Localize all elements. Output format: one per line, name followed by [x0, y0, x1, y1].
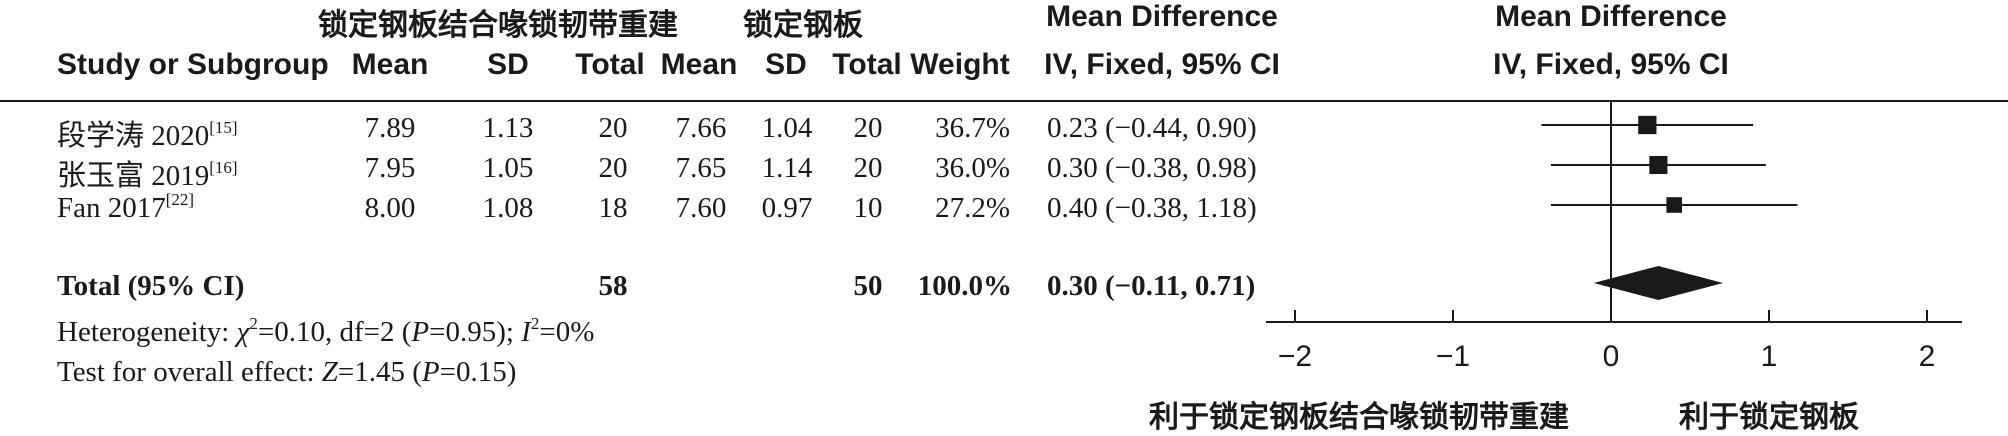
study-mean2: 7.66 — [675, 112, 727, 144]
sd1-header: SD — [487, 48, 529, 81]
x-tick-label: −2 — [1278, 340, 1312, 373]
study-total1: 18 — [598, 192, 628, 224]
group1-title: 锁定钢板结合喙锁韧带重建 — [318, 9, 678, 42]
study-effect-square — [1649, 155, 1668, 175]
header-rule — [0, 100, 2008, 102]
total-label: Total (95% CI) — [57, 270, 245, 302]
study-total1: 20 — [598, 112, 628, 144]
mean2-header: Mean — [660, 48, 738, 81]
x-tick-label: −1 — [1436, 340, 1470, 373]
overall-effect-stat: Test for overall effect: Z=1.45 (P=0.15) — [57, 356, 517, 388]
weight-header: Weight — [910, 48, 1010, 81]
study-name: Fan 2017[22] — [57, 190, 195, 224]
x-tick-label: 2 — [1919, 340, 1936, 373]
study-sd1: 1.05 — [482, 152, 534, 184]
favours-right-label: 利于锁定钢板 — [1679, 401, 1859, 434]
x-tick-label: 0 — [1603, 340, 1620, 373]
total-n1: 58 — [598, 270, 628, 302]
plot-method-header: IV, Fixed, 95% CI — [1493, 48, 1729, 81]
study-column-header: Study or Subgroup — [57, 48, 329, 81]
study-sd2: 1.04 — [761, 112, 813, 144]
total-ci: 0.30 (−0.11, 0.71) — [1047, 270, 1256, 302]
mean1-header: Mean — [351, 48, 429, 81]
study-ci: 0.40 (−0.38, 1.18) — [1047, 192, 1257, 224]
study-total2: 10 — [853, 192, 883, 224]
study-effect-square — [1638, 115, 1657, 135]
x-tick-label: 1 — [1761, 340, 1778, 373]
study-sd1: 1.13 — [482, 112, 534, 144]
pooled-effect-diamond — [1593, 266, 1724, 300]
study-ci: 0.30 (−0.38, 0.98) — [1047, 152, 1257, 184]
study-sd2: 1.14 — [761, 152, 813, 184]
study-weight: 27.2% — [935, 192, 1010, 224]
group2-title: 锁定钢板 — [743, 9, 863, 42]
plot-title: Mean Difference — [1495, 0, 1727, 33]
study-mean1: 7.89 — [364, 112, 416, 144]
study-total2: 20 — [853, 152, 883, 184]
study-mean2: 7.65 — [675, 152, 727, 184]
study-mean1: 8.00 — [364, 192, 416, 224]
total2-header: Total — [832, 48, 902, 81]
study-name: 段学涛 2020[15] — [57, 118, 238, 152]
study-weight: 36.7% — [935, 112, 1010, 144]
total-weight: 100.0% — [917, 270, 1012, 302]
total1-header: Total — [575, 48, 645, 81]
md-method-header: IV, Fixed, 95% CI — [1044, 48, 1280, 81]
sd2-header: SD — [765, 48, 807, 81]
favours-left-label: 利于锁定钢板结合喙锁韧带重建 — [1149, 401, 1569, 434]
study-sd2: 0.97 — [761, 192, 813, 224]
study-total2: 20 — [853, 112, 883, 144]
study-effect-square — [1666, 197, 1683, 213]
study-sd1: 1.08 — [482, 192, 534, 224]
study-total1: 20 — [598, 152, 628, 184]
study-ci: 0.23 (−0.44, 0.90) — [1047, 112, 1257, 144]
total-n2: 50 — [853, 270, 883, 302]
heterogeneity-stat: Heterogeneity: χ2=0.10, df=2 (P=0.95); I… — [57, 314, 595, 348]
study-weight: 36.0% — [935, 152, 1010, 184]
study-name: 张玉富 2019[16] — [57, 158, 238, 192]
study-mean1: 7.95 — [364, 152, 416, 184]
md-title: Mean Difference — [1046, 0, 1278, 33]
study-mean2: 7.60 — [675, 192, 727, 224]
